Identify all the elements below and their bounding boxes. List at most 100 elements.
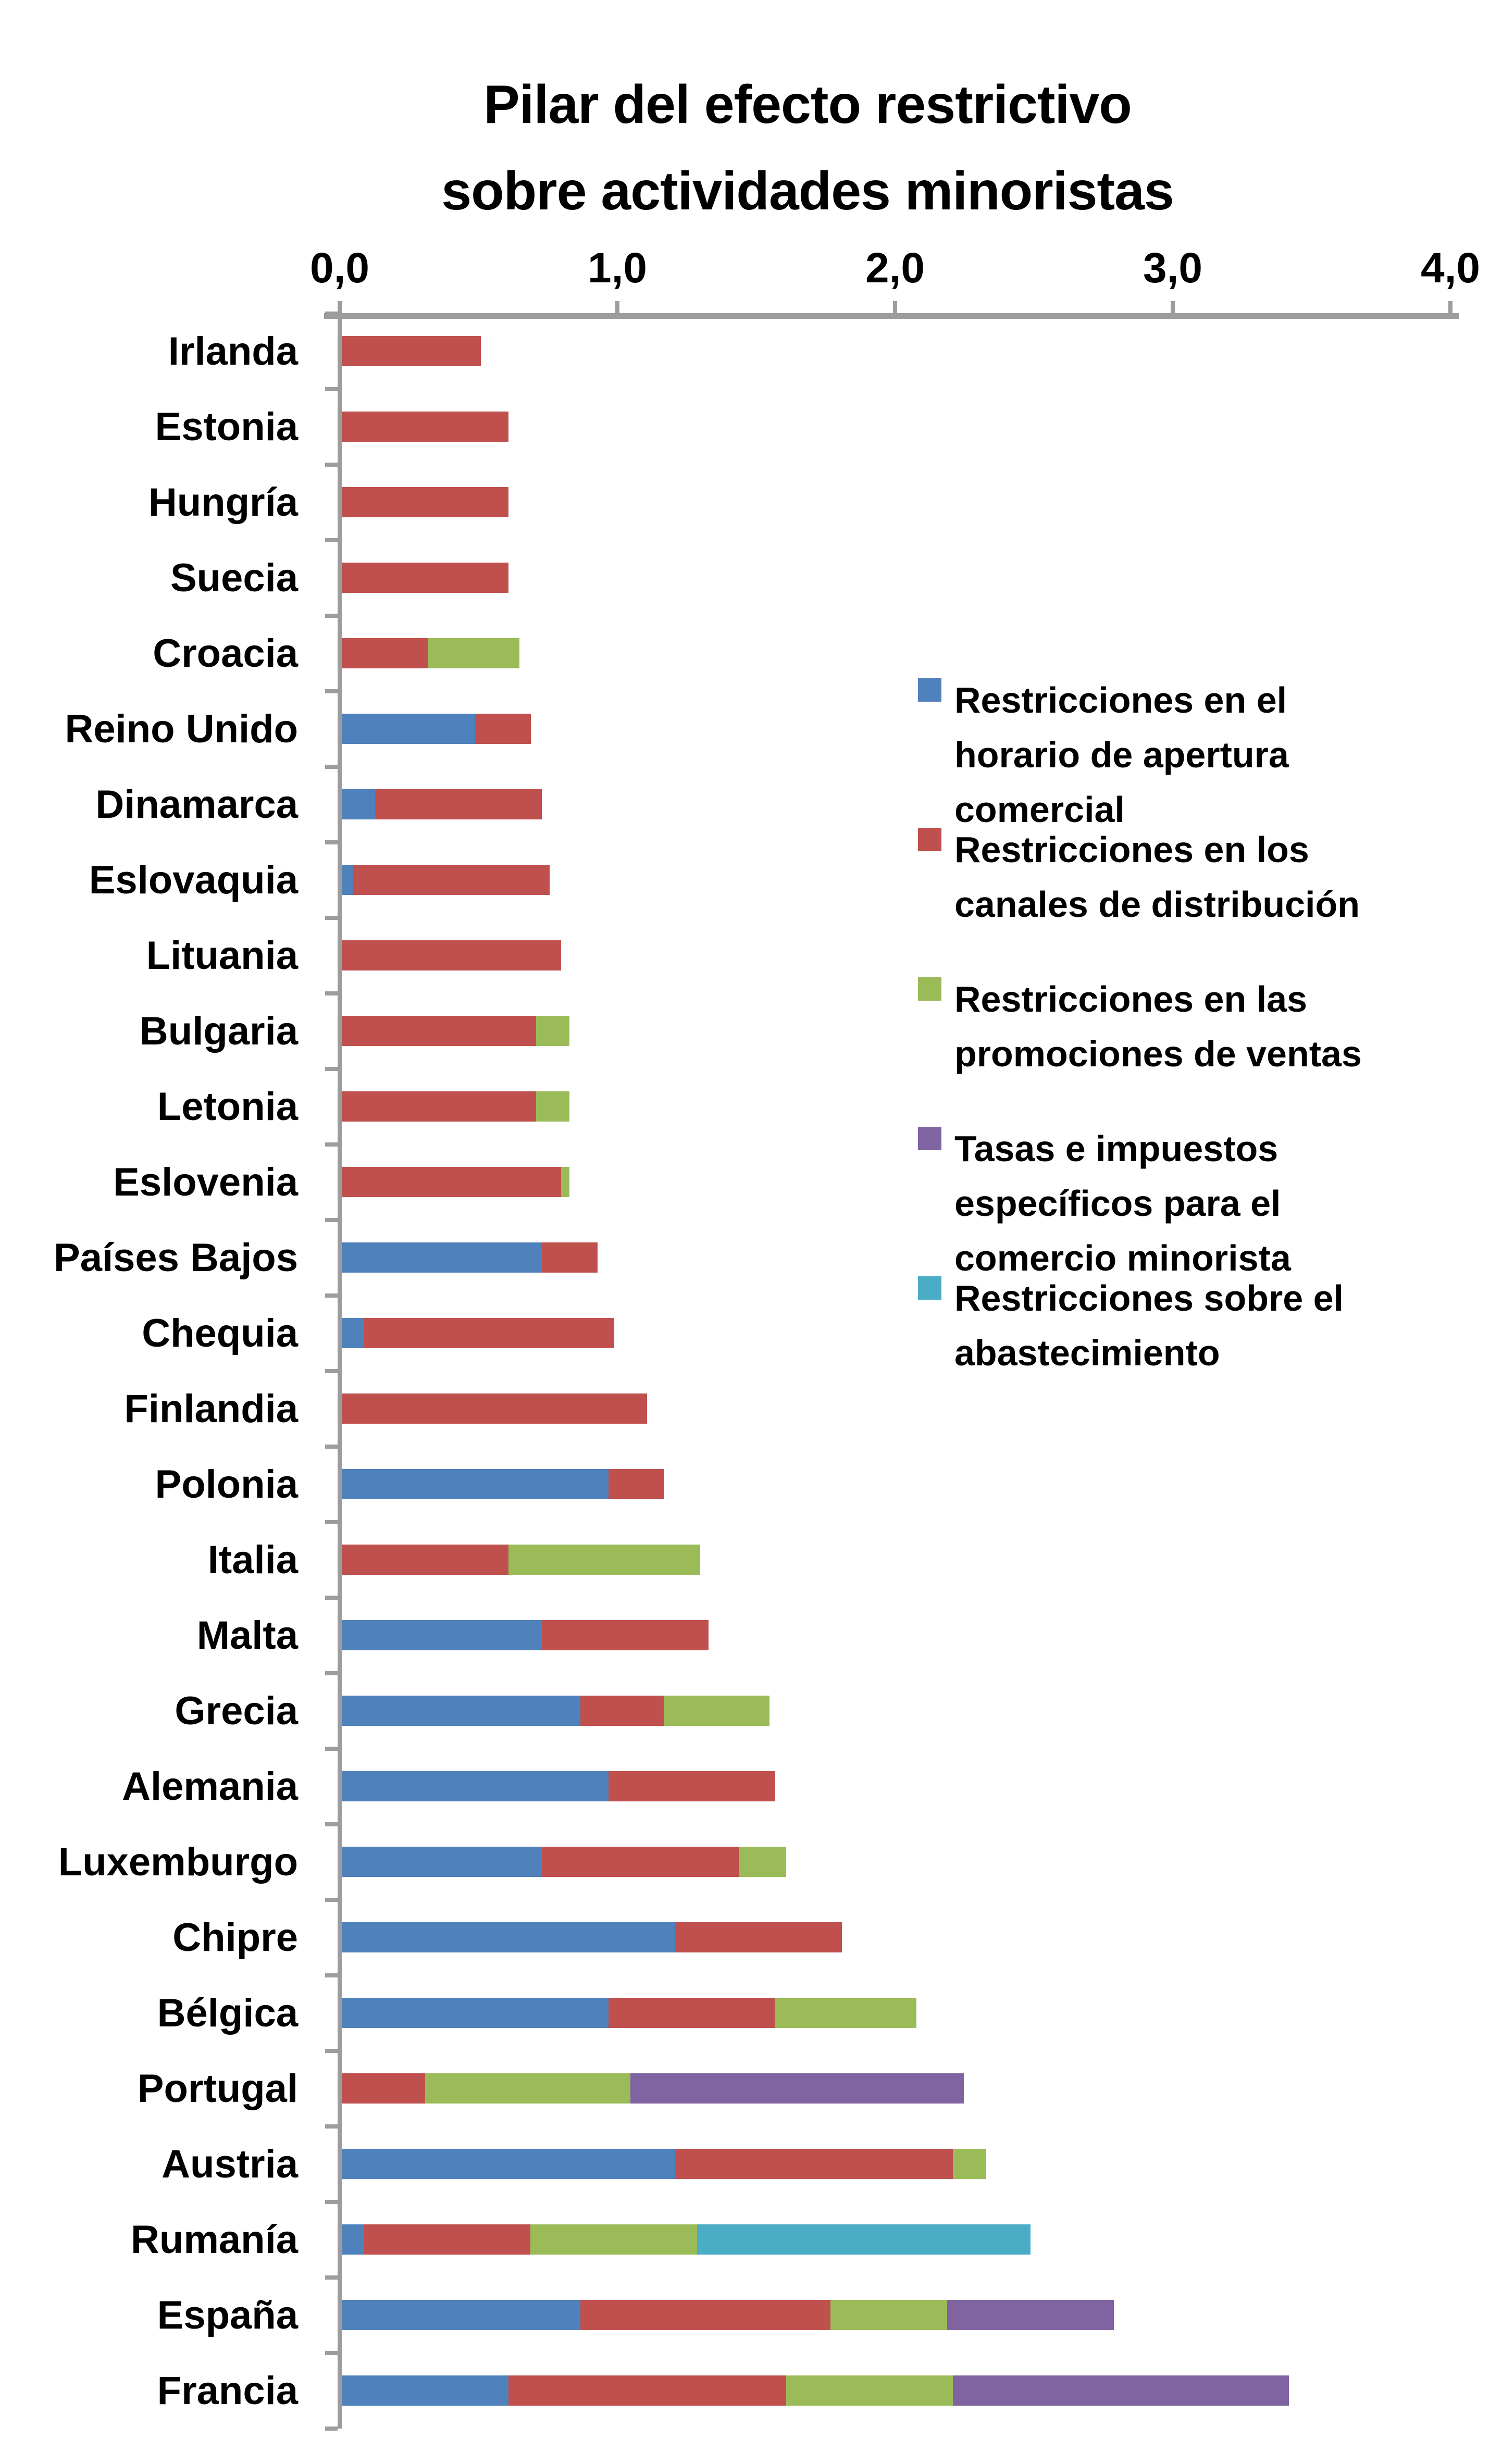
y-axis-category-label: Reino Unido: [65, 706, 298, 751]
y-axis-category-label: Eslovenia: [113, 1160, 298, 1204]
y-axis-category-tick: [325, 2275, 338, 2280]
bar-segment: [608, 1771, 775, 1801]
bar-segment: [342, 1167, 561, 1197]
bar-segment: [508, 2375, 786, 2406]
y-axis-category-tick: [325, 463, 338, 467]
bar-segment: [830, 2300, 948, 2330]
y-axis-category-tick: [325, 2351, 338, 2355]
bar-segment: [342, 789, 375, 819]
bar-segment: [342, 1847, 542, 1877]
bar-segment: [541, 1242, 598, 1273]
y-axis-category-label: Bélgica: [157, 1990, 298, 2035]
legend-item-label-line: Restricciones en los: [954, 829, 1309, 870]
y-axis-category-tick: [325, 1747, 338, 1751]
bar-segment: [342, 1091, 536, 1122]
legend-swatch: [918, 1276, 941, 1300]
y-axis-category-tick: [325, 1142, 338, 1147]
bar-segment: [342, 412, 508, 442]
y-axis-category-tick: [325, 1293, 338, 1298]
y-axis-category-label: Chequia: [142, 1311, 298, 1355]
y-axis-category-tick: [325, 991, 338, 995]
bar-segment: [580, 2300, 831, 2330]
y-axis-category-tick: [325, 1218, 338, 1222]
y-axis-category-tick: [325, 614, 338, 618]
legend-item-label-line: Restricciones sobre el: [954, 1278, 1344, 1318]
y-axis-category-tick: [325, 1520, 338, 1524]
bar-segment: [342, 1696, 580, 1726]
y-axis-category-tick: [325, 765, 338, 769]
bar-segment: [608, 1998, 775, 2028]
legend-item-label-line: horario de apertura: [954, 735, 1289, 775]
y-axis-category-label: Portugal: [137, 2066, 298, 2111]
bar-segment: [508, 1545, 700, 1575]
bar-segment: [342, 714, 475, 744]
y-axis-category-label: Chipre: [172, 1915, 298, 1960]
legend-item-label-line: abastecimiento: [954, 1333, 1220, 1373]
y-axis-category-tick: [325, 1067, 338, 1071]
y-axis-category-label: Rumanía: [131, 2217, 298, 2262]
bar-segment: [342, 336, 481, 366]
bar-segment: [342, 1469, 609, 1499]
bar-segment: [425, 2073, 630, 2104]
bar-segment: [342, 1545, 508, 1575]
bar-segment: [675, 2149, 953, 2179]
y-axis-category-label: Bulgaria: [139, 1009, 298, 1053]
y-axis-category-tick: [325, 538, 338, 542]
y-axis-category-tick: [325, 1973, 338, 1977]
bar-segment: [475, 714, 531, 744]
legend-item-label-line: específicos para el: [954, 1183, 1281, 1224]
legend-item-label: Restricciones en los canales de distribuc…: [954, 823, 1501, 932]
bar-segment: [541, 1620, 709, 1650]
bar-segment: [342, 563, 508, 593]
legend-item-label-line: Restricciones en las: [954, 979, 1307, 1019]
y-axis-category-label: Francia: [157, 2368, 298, 2413]
bar-segment: [342, 2149, 675, 2179]
chart-title-line-2: sobre actividades minoristas: [441, 161, 1174, 221]
y-axis-category-label: Eslovaquia: [89, 857, 298, 902]
bar-segment: [342, 1393, 647, 1424]
chart-title-line-1: Pilar del efecto restrictivo: [483, 74, 1132, 135]
y-axis-category-tick: [325, 840, 338, 844]
bar-segment: [342, 1242, 542, 1273]
y-axis-category-tick: [325, 2124, 338, 2129]
bar-segment: [536, 1091, 570, 1122]
x-axis-tick-label: 0,0: [310, 244, 369, 292]
legend-swatch: [918, 1127, 941, 1150]
legend-item-label: Restricciones en las promociones de venta…: [954, 972, 1501, 1081]
bar-segment: [342, 638, 428, 668]
bar-segment: [342, 940, 561, 970]
legend-swatch: [918, 828, 941, 851]
y-axis-category-label: Letonia: [157, 1084, 298, 1129]
bar-segment: [580, 1696, 664, 1726]
y-axis-category-tick: [325, 2200, 338, 2204]
legend-swatch: [918, 977, 941, 1001]
bar-segment: [786, 2375, 953, 2406]
bar-segment: [342, 1922, 675, 1952]
y-axis-category-label: Grecia: [175, 1688, 298, 1733]
bar-segment: [342, 2300, 580, 2330]
bar-segment: [364, 1318, 614, 1348]
bar-segment: [375, 789, 542, 819]
x-axis-tick-label: 4,0: [1421, 244, 1480, 292]
bar-segment: [739, 1847, 787, 1877]
y-axis-category-tick: [325, 916, 338, 920]
bar-segment: [342, 1620, 542, 1650]
y-axis-category-label: Lituania: [146, 933, 298, 978]
bar-segment: [536, 1016, 570, 1046]
bar-segment: [342, 2073, 425, 2104]
y-axis-category-label: Suecia: [170, 555, 298, 600]
bar-segment: [342, 1016, 536, 1046]
x-axis-tick-mark: [893, 301, 897, 314]
x-axis-tick-label: 2,0: [865, 244, 925, 292]
bar-segment: [353, 865, 550, 895]
bar-segment: [947, 2300, 1114, 2330]
y-axis-category-label: Luxemburgo: [58, 1839, 298, 1884]
x-axis-tick-label: 1,0: [588, 244, 647, 292]
bar-segment: [608, 1469, 664, 1499]
bar-segment: [675, 1922, 842, 1952]
y-axis-category-tick: [325, 387, 338, 391]
legend-item-label-line: Tasas e impuestos: [954, 1128, 1278, 1169]
y-axis-category-label: Croacia: [153, 631, 298, 676]
bar-segment: [952, 2149, 986, 2179]
y-axis-category-label: Italia: [207, 1537, 298, 1582]
